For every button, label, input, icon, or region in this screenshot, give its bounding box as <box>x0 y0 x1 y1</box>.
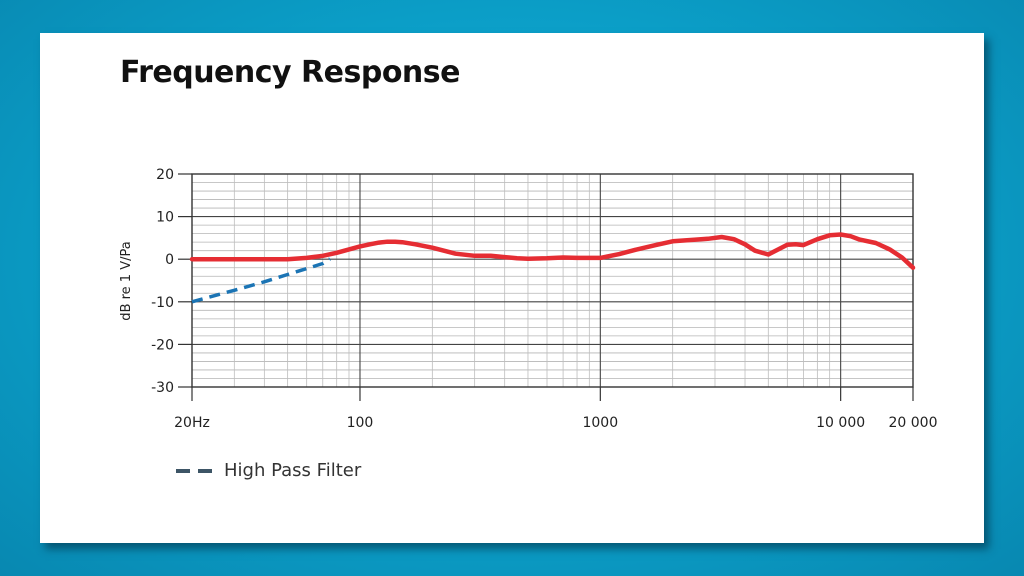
legend: High Pass Filter <box>176 460 361 481</box>
y-tick-label: -30 <box>151 380 174 396</box>
y-tick-label: -20 <box>151 337 174 353</box>
plot-frame <box>191 173 914 388</box>
x-tick-label: 1000 <box>582 415 618 431</box>
legend-dash-swatch <box>176 468 216 473</box>
y-tick-label: -10 <box>151 295 174 311</box>
series-line-high-pass-filter <box>191 257 331 304</box>
x-tick-label: 10 000 <box>816 415 865 431</box>
y-tick-label: 20 <box>156 167 174 183</box>
y-tick-label: 0 <box>165 252 174 268</box>
x-tick-label: 100 <box>347 415 374 431</box>
grid <box>192 173 913 388</box>
legend-label-high-pass-filter: High Pass Filter <box>224 460 362 481</box>
chart-card: Frequency Response 20 10 0 -10 -20 -30 20Hz 100… <box>40 33 984 543</box>
series-line-frequency-response <box>189 232 916 270</box>
x-tick-label: 20 000 <box>889 415 938 431</box>
y-axis-label: dB re 1 V/Pa <box>119 241 134 320</box>
y-tick-label: 10 <box>156 210 174 226</box>
series <box>189 232 916 304</box>
chart-title: Frequency Response <box>120 55 460 90</box>
x-tick-label: 20Hz <box>174 415 210 431</box>
